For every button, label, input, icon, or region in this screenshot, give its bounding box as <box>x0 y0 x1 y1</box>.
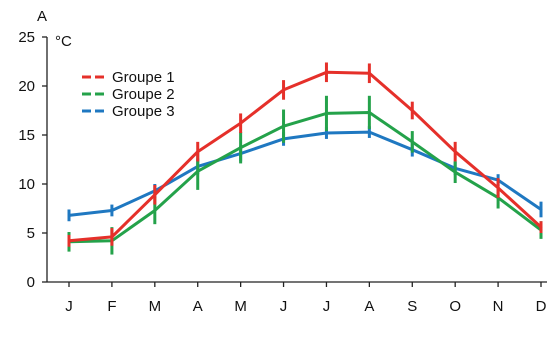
series-line <box>67 70 543 243</box>
x-tick-label: A <box>193 298 203 315</box>
x-tick-label: N <box>493 298 504 315</box>
y-tick-label: 0 <box>27 274 35 291</box>
x-tick-label: J <box>280 298 288 315</box>
series-layer <box>67 62 543 255</box>
x-tick-label: J <box>65 298 73 315</box>
x-tick-label: M <box>149 298 162 315</box>
y-tick-label: 20 <box>18 78 35 95</box>
x-tick-label: M <box>234 298 247 315</box>
series-1 <box>67 62 543 247</box>
y-axis-unit-label: °C <box>55 33 72 50</box>
x-tick-label: J <box>323 298 331 315</box>
legend-label: Groupe 2 <box>112 86 175 103</box>
y-tick-label: 25 <box>18 29 35 46</box>
panel-label: A <box>37 8 47 25</box>
y-tick-label: 15 <box>18 127 35 144</box>
legend-label: Groupe 1 <box>112 69 175 86</box>
y-axis-ticks: 0 5 10 15 20 25 <box>18 29 47 291</box>
x-tick-label: D <box>536 298 547 315</box>
series-line <box>67 130 543 217</box>
y-tick-label: 10 <box>18 176 35 193</box>
y-tick-label: 5 <box>27 225 35 242</box>
x-tick-label: F <box>107 298 116 315</box>
x-tick-label: A <box>364 298 374 315</box>
series-line <box>67 111 543 244</box>
x-tick-label: S <box>407 298 417 315</box>
series-3 <box>67 126 543 222</box>
x-tick-label: O <box>449 298 461 315</box>
legend-label: Groupe 3 <box>112 103 175 120</box>
